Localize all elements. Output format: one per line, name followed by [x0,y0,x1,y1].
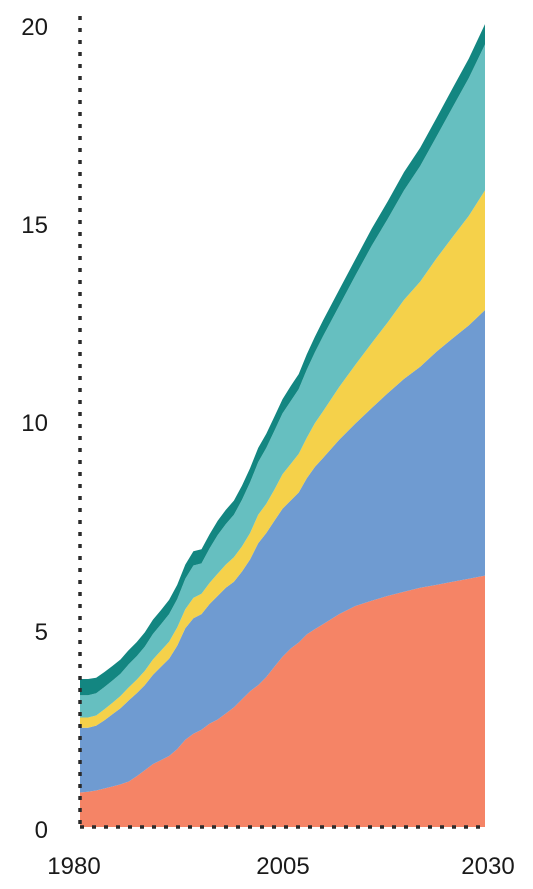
area-series-2 [80,310,485,793]
y-tick-label: 10 [21,410,48,437]
x-tick-label: 2005 [256,853,309,880]
y-tick-label: 0 [35,817,48,844]
y-tick-labels: 0 5 10 15 20 [21,14,48,844]
area-layers [80,24,485,827]
y-tick-label: 15 [21,212,48,239]
area-series-1 [80,575,485,827]
y-tick-label: 20 [21,14,48,41]
x-tick-labels: 1980 2005 2030 [47,853,514,880]
y-tick-label: 5 [35,619,48,646]
x-tick-label: 2030 [461,853,514,880]
x-tick-label: 1980 [47,853,100,880]
